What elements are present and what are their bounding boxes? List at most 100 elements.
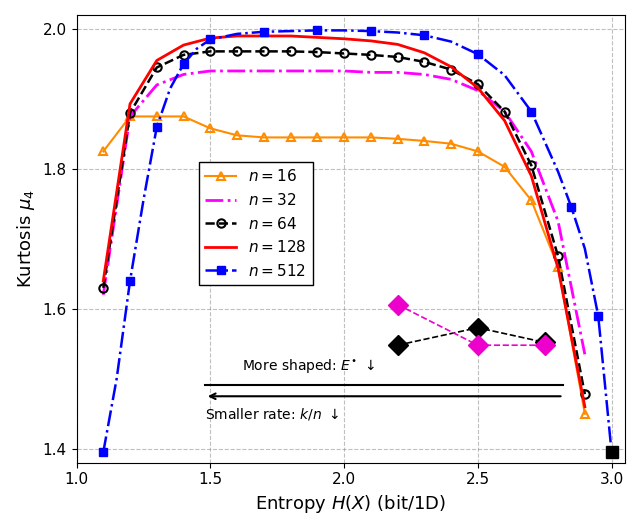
$n = 64$ — [474, 81, 482, 87]
$n = 512$ — [180, 61, 188, 67]
$n = 512$ — [166, 85, 174, 92]
$n = 512$ — [233, 31, 241, 37]
$n = 512$ — [113, 376, 120, 382]
$n = 128$ — [287, 33, 294, 39]
$n = 512$ — [193, 46, 201, 52]
$n = 64$ — [180, 52, 188, 58]
$n = 16$ — [287, 134, 294, 140]
$n = 128$ — [126, 101, 134, 107]
Y-axis label: Kurtosis $\mu_4$: Kurtosis $\mu_4$ — [15, 189, 37, 288]
$n = 512$ — [447, 38, 455, 45]
$n = 16$ — [314, 134, 321, 140]
$n = 64$ — [340, 50, 348, 57]
X-axis label: Entropy $H(X)$ (bit/1D): Entropy $H(X)$ (bit/1D) — [255, 493, 446, 515]
$n = 512$ — [568, 204, 575, 210]
$n = 32$ — [367, 69, 374, 76]
$n = 512$ — [99, 449, 107, 455]
$n = 128$ — [314, 34, 321, 41]
$n = 64$ — [233, 48, 241, 55]
$n = 16$ — [581, 411, 589, 417]
$n = 32$ — [126, 113, 134, 120]
$n = 16$ — [180, 113, 188, 120]
$n = 512$ — [500, 72, 508, 78]
$n = 32$ — [527, 148, 535, 155]
$n = 512$ — [260, 29, 268, 35]
$n = 16$ — [420, 138, 428, 144]
$n = 512$ — [581, 245, 589, 252]
$n = 32$ — [447, 76, 455, 83]
$n = 512$ — [367, 28, 374, 34]
$n = 512$ — [140, 197, 147, 204]
$n = 64$ — [99, 285, 107, 291]
$n = 16$ — [233, 132, 241, 138]
$n = 16$ — [447, 140, 455, 147]
$n = 32$ — [287, 68, 294, 74]
$n = 16$ — [207, 125, 214, 131]
$n = 16$ — [153, 113, 161, 120]
$n = 32$ — [554, 218, 562, 225]
$n = 128$ — [233, 33, 241, 39]
$n = 512$ — [474, 51, 482, 57]
$n = 128$ — [447, 64, 455, 70]
$n = 16$ — [126, 113, 134, 120]
$n = 16$ — [527, 197, 535, 204]
$n = 16$ — [394, 136, 401, 142]
$n = 16$ — [340, 134, 348, 140]
$n = 512$ — [207, 36, 214, 42]
Line: $n = 128$: $n = 128$ — [103, 36, 585, 407]
$n = 32$ — [474, 87, 482, 94]
$n = 16$ — [99, 148, 107, 155]
$n = 64$ — [447, 66, 455, 73]
$n = 128$ — [99, 278, 107, 284]
$n = 64$ — [126, 110, 134, 116]
$n = 16$ — [474, 148, 482, 155]
$n = 512$ — [420, 32, 428, 39]
$n = 128$ — [180, 42, 188, 48]
$n = 32$ — [500, 108, 508, 114]
$n = 32$ — [394, 69, 401, 76]
$n = 512$ — [314, 27, 321, 33]
Line: $n = 64$: $n = 64$ — [99, 47, 589, 399]
$n = 128$ — [153, 57, 161, 64]
$n = 128$ — [207, 35, 214, 41]
$n = 64$ — [500, 108, 508, 114]
$n = 16$ — [367, 134, 374, 140]
$n = 32$ — [207, 68, 214, 74]
$n = 512$ — [595, 313, 602, 319]
$n = 16$ — [260, 134, 268, 140]
$n = 32$ — [180, 71, 188, 77]
Text: More shaped: $E^{\bullet}$ $\downarrow$: More shaped: $E^{\bullet}$ $\downarrow$ — [243, 357, 375, 375]
$n = 64$ — [314, 49, 321, 55]
$n = 128$ — [474, 85, 482, 91]
$n = 128$ — [500, 118, 508, 124]
$n = 64$ — [394, 54, 401, 60]
$n = 512$ — [554, 169, 562, 175]
$n = 32$ — [581, 351, 589, 357]
$n = 128$ — [527, 173, 535, 179]
$n = 64$ — [207, 48, 214, 55]
$n = 32$ — [340, 68, 348, 74]
$n = 128$ — [340, 36, 348, 42]
$n = 512$ — [608, 449, 616, 455]
$n = 128$ — [260, 33, 268, 39]
$n = 32$ — [233, 68, 241, 74]
$n = 128$ — [394, 41, 401, 48]
$n = 512$ — [340, 27, 348, 33]
$n = 32$ — [99, 292, 107, 298]
$n = 512$ — [394, 29, 401, 36]
$n = 128$ — [420, 50, 428, 56]
Legend: $n = 16$, $n = 32$, $n = 64$, $n = 128$, $n = 512$: $n = 16$, $n = 32$, $n = 64$, $n = 128$,… — [199, 162, 313, 285]
$n = 64$ — [287, 48, 294, 55]
$n = 128$ — [367, 38, 374, 44]
$n = 32$ — [260, 68, 268, 74]
$n = 64$ — [260, 48, 268, 55]
$n = 32$ — [153, 82, 161, 88]
$n = 64$ — [554, 253, 562, 260]
Line: $n = 512$: $n = 512$ — [99, 26, 616, 456]
$n = 128$ — [581, 403, 589, 410]
$n = 512$ — [126, 278, 134, 284]
Line: $n = 32$: $n = 32$ — [103, 71, 585, 354]
$n = 512$ — [153, 123, 161, 130]
$n = 16$ — [554, 263, 562, 270]
$n = 16$ — [500, 164, 508, 170]
